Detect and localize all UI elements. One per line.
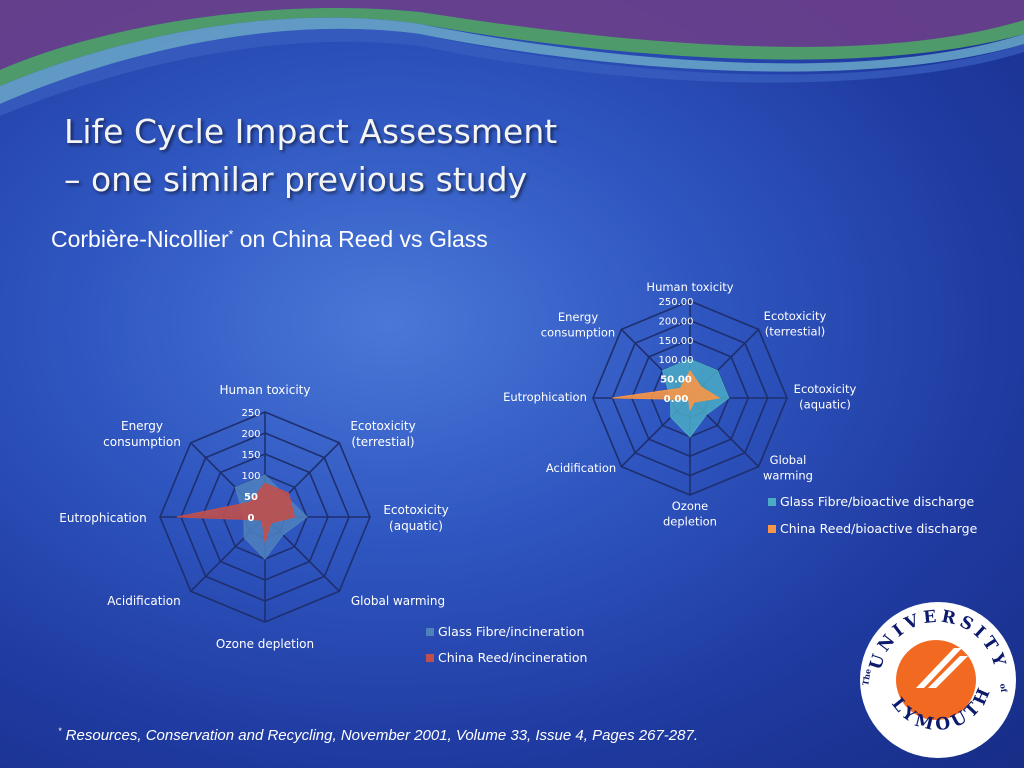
- axis-label-line: Ecotoxicity: [794, 382, 857, 396]
- tick-label: 250.00: [659, 297, 694, 308]
- legend-swatch: [768, 498, 776, 506]
- subtitle-footnote-mark: *: [228, 227, 234, 242]
- slide-subtitle: Corbière-Nicollier* on China Reed vs Gla…: [51, 226, 488, 253]
- tick-label: 50.00: [660, 375, 692, 386]
- legend-swatch: [768, 525, 776, 533]
- axis-label: Ozone depletion: [663, 499, 717, 529]
- axis-label-line: Ozone depletion: [216, 637, 314, 651]
- axis-label-line: Eutrophication: [503, 390, 587, 404]
- axis-label: Ecotoxicity (terrestial): [350, 419, 415, 449]
- footnote-text: Resources, Conservation and Recycling, N…: [61, 727, 698, 744]
- axis-label: Ecotoxicity (aquatic): [794, 382, 857, 412]
- tick-label: 100: [241, 471, 260, 482]
- axis-label-line: consumption: [103, 435, 181, 449]
- legend-label: Glass Fibre/incineration: [438, 624, 584, 639]
- title-line-2: – one similar previous study: [64, 160, 528, 199]
- tick-label: 250: [241, 408, 260, 419]
- axis-label: Ecotoxicity (terrestial): [764, 309, 827, 339]
- axis-label: Ecotoxicity (aquatic): [383, 503, 448, 533]
- footnote-mark: *: [58, 726, 62, 736]
- axis-label: Global warming: [763, 453, 813, 483]
- axis-label-line: Ozone: [672, 499, 709, 513]
- legend-swatch: [426, 654, 434, 662]
- university-logo: UNIVERSITY PLYMOUTH The of: [858, 600, 1016, 758]
- axis-label-line: Ecotoxicity: [764, 309, 827, 323]
- axis-label-line: Global warming: [351, 594, 445, 608]
- subtitle-text: on China Reed vs Glass: [233, 226, 488, 252]
- legend-swatch: [426, 628, 434, 636]
- series-area-1: [176, 482, 296, 543]
- title-line-1: Life Cycle Impact Assessment: [64, 112, 558, 151]
- axis-label: Energy consumption: [103, 419, 181, 449]
- axis-label-line: (aquatic): [389, 519, 443, 533]
- axis-label-line: warming: [763, 469, 813, 483]
- axis-label-line: (aquatic): [799, 398, 851, 412]
- logo-text-of: of: [998, 683, 1009, 694]
- axis-label-line: Ecotoxicity: [383, 503, 448, 517]
- subtitle-author: Corbière-Nicollier: [51, 226, 229, 252]
- tick-label: 100.00: [659, 355, 694, 366]
- axis-label: Energy consumption: [541, 310, 615, 340]
- tick-label: 0: [248, 513, 255, 524]
- axis-label-line: Human toxicity: [646, 280, 733, 294]
- footnote: * Resources, Conservation and Recycling,…: [58, 726, 698, 744]
- logo-text-the: The: [860, 668, 873, 686]
- axis-label: Global warming: [351, 594, 445, 608]
- axis-label: Eutrophication: [503, 390, 587, 404]
- tick-label: 150.00: [659, 336, 694, 347]
- axis-label-line: Acidification: [546, 461, 616, 475]
- axis-label-line: Acidification: [107, 594, 180, 608]
- legend-label: China Reed/incineration: [438, 650, 587, 665]
- series-area-1: [612, 369, 721, 412]
- axis-label-line: Eutrophication: [59, 511, 146, 525]
- axis-label-line: consumption: [541, 326, 615, 340]
- axis-label-line: Energy: [558, 310, 598, 324]
- legend-label: Glass Fibre/bioactive discharge: [780, 494, 975, 509]
- legend-label: China Reed/bioactive discharge: [780, 521, 978, 536]
- axis-label: Acidification: [546, 461, 616, 475]
- axis-label: Human toxicity: [646, 280, 733, 294]
- tick-label: 200: [241, 429, 260, 440]
- tick-label: 200.00: [659, 316, 694, 327]
- axis-label-line: Energy: [121, 419, 163, 433]
- axis-label-line: (terrestial): [351, 435, 414, 449]
- decorative-wave-header: [0, 0, 1024, 116]
- axis-label-line: Ecotoxicity: [350, 419, 415, 433]
- axis-label-line: (terrestial): [765, 325, 826, 339]
- axis-label-line: depletion: [663, 515, 717, 529]
- tick-label: 50: [244, 492, 258, 503]
- axis-label-line: Global: [770, 453, 807, 467]
- axis-label: Ozone depletion: [216, 637, 314, 651]
- tick-label: 0.00: [664, 394, 689, 405]
- axis-label: Acidification: [107, 594, 180, 608]
- axis-label: Eutrophication: [59, 511, 146, 525]
- axis-label-line: Human toxicity: [220, 383, 311, 397]
- slide-title: Life Cycle Impact Assessment – one simil…: [64, 108, 557, 204]
- axis-label: Human toxicity: [220, 383, 311, 397]
- tick-label: 150: [241, 450, 260, 461]
